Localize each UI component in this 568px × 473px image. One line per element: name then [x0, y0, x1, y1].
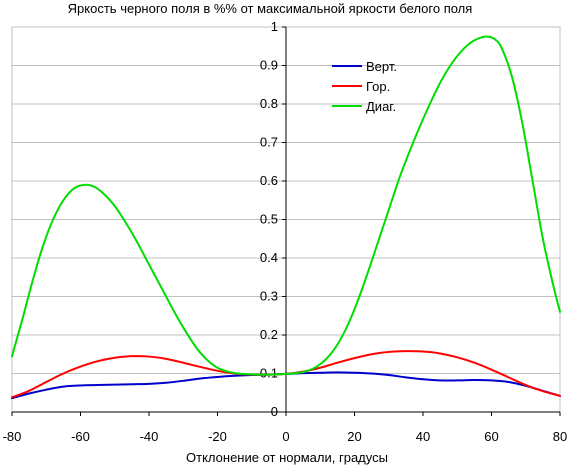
x-tick-label: 80: [553, 429, 567, 444]
y-tick-label: 0.2: [260, 327, 278, 342]
x-tick-label: -40: [140, 429, 159, 444]
y-tick-label: 0.8: [260, 96, 278, 111]
y-tick-label: 0.7: [260, 135, 278, 150]
series-line-3: [11, 35, 561, 376]
axes-layer: 0 0.1 0.2 0.3 0.4 0.5 0.6 0.7 0.8 0.9 1 -80 -60 -40 -2…: [3, 19, 568, 444]
y-tick-label: 1: [271, 19, 278, 34]
x-tick-label: -20: [208, 429, 227, 444]
y-tick-label: 0.3: [260, 289, 278, 304]
y-tick-label: 0: [271, 404, 278, 419]
x-tick-label: -80: [3, 429, 22, 444]
x-tick-label: 60: [484, 429, 498, 444]
x-tick-label: 40: [416, 429, 430, 444]
legend-label: Диаг.: [366, 99, 396, 114]
y-tick-label: 0.1: [260, 366, 278, 381]
x-tick-label: 0: [282, 429, 289, 444]
x-tick-label: 20: [347, 429, 361, 444]
y-tick-label: 0.6: [260, 173, 278, 188]
series-layer: [11, 35, 561, 400]
legend: Верт. Гор. Диаг.: [332, 59, 397, 114]
legend-label: Верт.: [366, 59, 397, 74]
x-axis-label: Отклонение от нормали, градусы: [186, 450, 388, 465]
chart-title: Яркость черного поля в %% от максимально…: [68, 1, 473, 16]
y-tick-label: 0.5: [260, 212, 278, 227]
y-tick-label: 0.4: [260, 250, 278, 265]
x-tick-label: -60: [71, 429, 90, 444]
y-tick-label: 0.9: [260, 58, 278, 73]
legend-label: Гор.: [366, 79, 390, 94]
